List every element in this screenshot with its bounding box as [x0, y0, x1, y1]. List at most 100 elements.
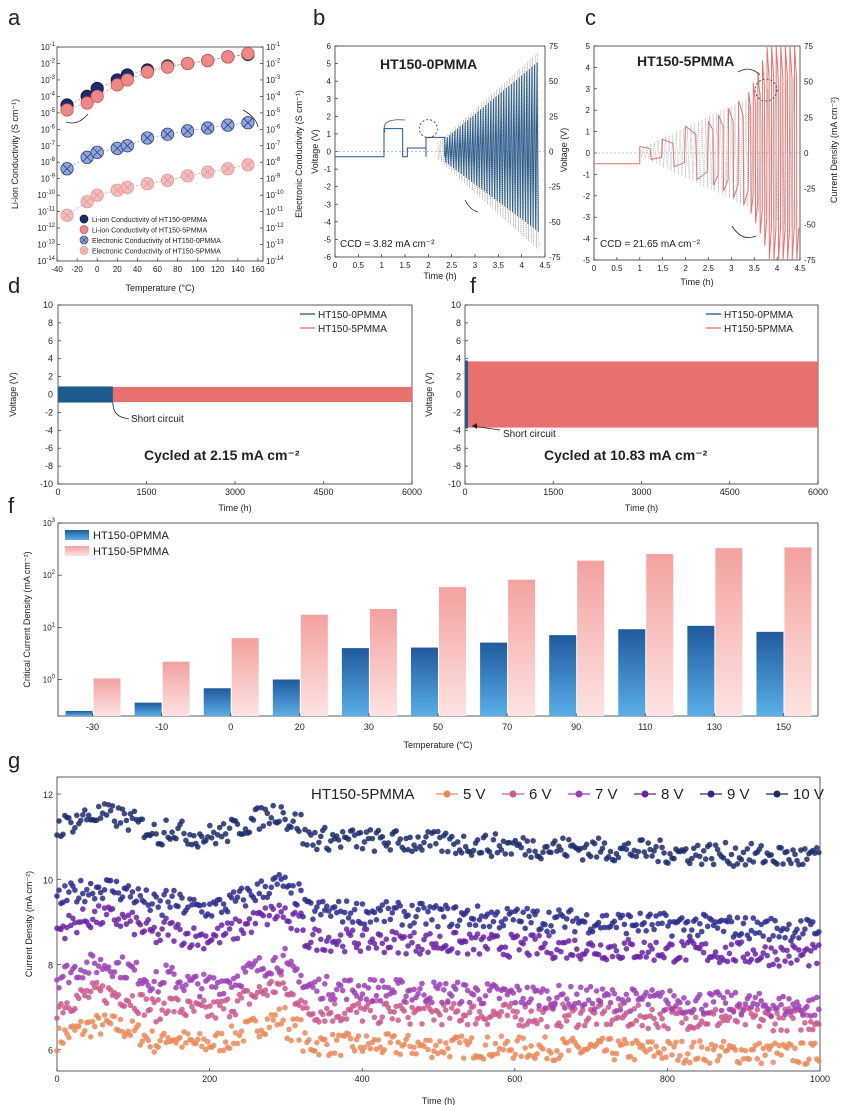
panel-g-point	[704, 1046, 711, 1052]
panel-b-rtick-label: 50	[549, 77, 558, 86]
panel-g-point	[512, 837, 519, 844]
panel-g-point	[143, 996, 150, 1002]
panel-g-point	[228, 894, 235, 901]
panel-c-title: HT150-5PMMA	[637, 53, 734, 69]
panel-g-point	[298, 811, 304, 818]
panel-g-point	[145, 982, 152, 989]
panel-g-point	[314, 947, 320, 953]
panel-b-circle-marker	[418, 119, 438, 139]
panel-g-point	[193, 1040, 199, 1047]
panel-g-point	[226, 1045, 233, 1052]
panel-g-point	[173, 984, 179, 991]
panel-g-point	[712, 842, 719, 848]
panel-g-point	[677, 954, 683, 961]
panel-a-point	[60, 103, 74, 117]
panel-g-point	[800, 1012, 806, 1018]
panel-a-point-cross	[183, 171, 193, 181]
panel-a-x-label: 140	[231, 265, 245, 274]
panel-g-point	[97, 1031, 104, 1037]
panel-g-x-label: 1000	[810, 1074, 830, 1084]
panel-g-point	[774, 1005, 780, 1011]
panel-g-point	[595, 835, 602, 841]
panel-g-point	[282, 874, 288, 881]
panel-g-point	[653, 843, 659, 850]
panel-g-point	[736, 1060, 743, 1066]
panel-e-xlabel: Time (h)	[625, 503, 658, 513]
panel-letter: a	[8, 5, 21, 30]
panel-g-point	[496, 995, 503, 1002]
panel-g-point	[343, 1016, 350, 1022]
panel-g-point	[304, 1005, 310, 1011]
panel-g-point	[262, 883, 269, 890]
panel-g-point	[103, 812, 110, 818]
panel-a-legend-label: Li-ion Conductivity of HT150-0PMMA	[92, 217, 207, 224]
panel-g-point	[714, 846, 721, 853]
panel-g-point	[141, 928, 148, 934]
panel-g-point	[397, 903, 404, 909]
panel-g-point	[710, 1011, 717, 1017]
panel-g-point	[246, 1001, 253, 1007]
panel-c-rtick-label: -25	[804, 185, 816, 194]
panel-g-point	[218, 978, 225, 984]
panel-g-series-5	[54, 801, 822, 869]
panel-a-ytick-label: 10-12	[37, 223, 55, 233]
panel-g-point	[343, 898, 350, 904]
panel-g-point	[161, 829, 167, 836]
panel-g-point	[623, 846, 630, 853]
panel-g-point	[179, 1006, 185, 1013]
panel-g-point	[661, 1007, 667, 1014]
panel-g-point	[774, 1010, 780, 1016]
panel-g-point	[447, 1015, 453, 1021]
panel-c-circle-marker	[754, 78, 778, 102]
panel-b-ytick-label: -4	[324, 218, 332, 227]
panel-a-point-cross	[62, 164, 72, 174]
panel-g-point	[244, 988, 251, 994]
panel-g-point	[413, 948, 419, 954]
panel-g-point	[625, 997, 632, 1003]
panel-g-point	[784, 926, 790, 932]
panel-b-rtick-label: 75	[549, 42, 558, 51]
panel-g-point	[208, 984, 215, 990]
panel-g-point	[724, 958, 731, 965]
panel-g-point	[147, 1006, 153, 1013]
panel-g-legend-label: 9 V	[727, 786, 750, 803]
panel-g-point	[276, 818, 283, 825]
panel-g-point	[700, 1010, 707, 1016]
panel-g-point	[387, 1039, 394, 1046]
panel-g-point	[381, 949, 388, 956]
panel-a-ytick-right-label: 10-4	[266, 91, 281, 101]
panel-c-current-trace	[639, 76, 796, 230]
panel-g-point	[677, 999, 683, 1006]
panel-g-point	[353, 900, 360, 907]
panel-g-point	[720, 1017, 727, 1024]
panel-g-point	[212, 933, 219, 939]
panel-g-point	[282, 1004, 288, 1011]
panel-g-point	[613, 924, 620, 931]
panel-g-point	[234, 998, 241, 1004]
panel-g-point	[316, 927, 322, 934]
panel-g-point	[230, 1040, 237, 1047]
panel-g-point	[546, 932, 552, 939]
panel-g-point	[165, 932, 171, 938]
panel-g-point	[361, 839, 368, 845]
panel-a-ytick-label: 10-14	[37, 256, 55, 266]
panel-g-point	[564, 916, 570, 922]
panel-g-point	[125, 883, 132, 889]
panel-g-point	[264, 992, 271, 999]
panel-g-point	[790, 1015, 796, 1022]
panel-g-point	[389, 1016, 396, 1022]
panel-c-ylabel: Voltage (V)	[559, 128, 569, 173]
panel-g-point	[693, 916, 699, 922]
panel-g-point	[66, 815, 72, 821]
panel-a-x-label: 120	[211, 265, 225, 274]
panel-g-point	[451, 1000, 457, 1007]
panel-g-point	[462, 982, 469, 988]
panel-g-point	[216, 939, 223, 946]
panel-g-point	[159, 1007, 165, 1013]
panel-g-point	[111, 889, 118, 896]
panel-g-point	[627, 1053, 634, 1060]
panel-g-point	[373, 992, 380, 999]
panel-g-point	[397, 836, 404, 842]
panel-g-point	[623, 930, 630, 937]
panel-g-point	[460, 833, 467, 840]
